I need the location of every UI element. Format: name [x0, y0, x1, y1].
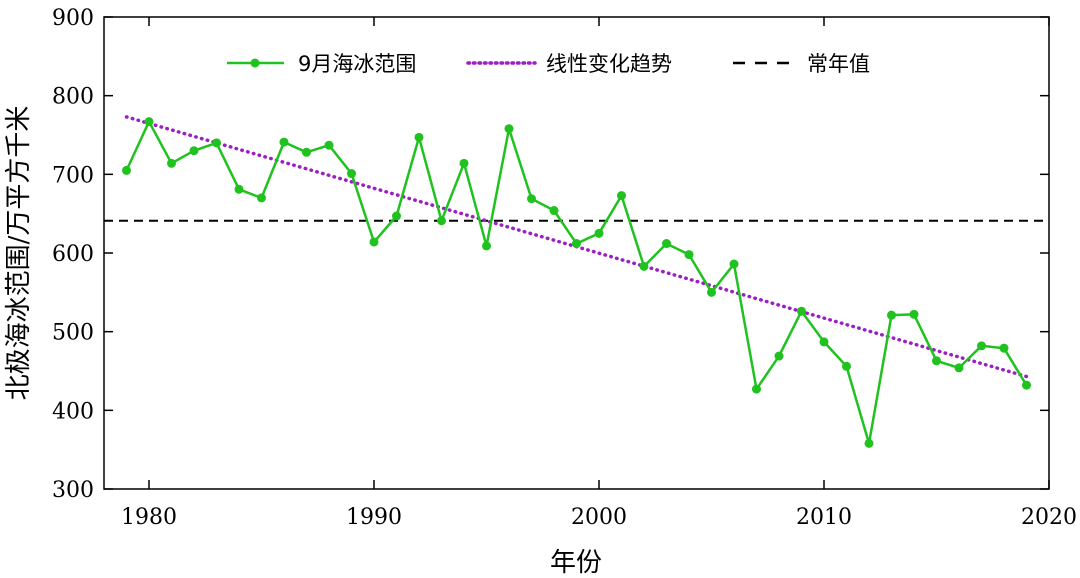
data-point [752, 384, 761, 394]
y-tick-label: 400 [52, 399, 94, 424]
data-point [842, 361, 851, 371]
data-point [279, 137, 289, 147]
data-point [572, 239, 581, 249]
data-point [999, 343, 1009, 353]
data-point [819, 337, 829, 347]
y-tick-label: 800 [52, 85, 94, 110]
data-point [684, 250, 694, 260]
data-point [662, 239, 671, 249]
data-point [797, 306, 806, 316]
data-point [167, 158, 176, 168]
legend-marker-sea-ice [250, 58, 260, 68]
data-point [549, 206, 559, 216]
data-point [774, 351, 784, 361]
data-point [864, 438, 874, 448]
y-tick-label: 600 [52, 242, 94, 267]
data-point [639, 261, 649, 271]
data-point [707, 287, 716, 297]
data-point [527, 194, 536, 204]
data-point [954, 363, 964, 373]
data-point [414, 132, 424, 142]
data-point [257, 193, 266, 203]
plot-frame [103, 16, 1050, 490]
data-point [437, 216, 446, 226]
data-point [617, 191, 626, 201]
data-point [594, 228, 604, 238]
y-axis-title: 北极海冰范围/万平方千米 [4, 106, 34, 401]
data-point [504, 124, 514, 134]
data-point [234, 184, 244, 194]
axis-ticks: 300 400 500 600 700 800 900 1980 1990 2000 2010 202… [52, 6, 1077, 530]
legend-label-sea-ice: 9月海冰范围 [298, 52, 416, 76]
x-tick-label: 2020 [1021, 505, 1077, 530]
x-tick-label: 2010 [796, 505, 852, 530]
x-tick-label: 1980 [121, 505, 177, 530]
data-point [122, 165, 131, 175]
legend-label-trend: 线性变化趋势 [546, 52, 672, 76]
y-tick-label: 300 [52, 478, 94, 503]
y-tick-label: 900 [52, 6, 94, 31]
series-layer [104, 115, 1049, 448]
y-tick-label: 700 [52, 163, 94, 188]
data-point [909, 309, 919, 319]
data-point [482, 241, 491, 251]
x-tick-label: 2000 [571, 505, 627, 530]
sea-ice-line [125, 120, 1028, 445]
data-point [977, 341, 986, 351]
data-point [369, 237, 379, 247]
data-point [347, 169, 356, 179]
data-point [1022, 380, 1031, 390]
data-point [189, 146, 199, 156]
data-point [144, 117, 154, 127]
x-axis-title: 年份 [550, 548, 602, 578]
legend: 9月海冰范围 线性变化趋势 常年值 [227, 52, 870, 76]
data-point [212, 138, 221, 148]
legend-label-normal: 常年值 [807, 52, 870, 76]
data-point [932, 356, 941, 366]
data-point [392, 211, 401, 221]
data-point [729, 259, 739, 269]
y-tick-label: 500 [52, 321, 94, 346]
data-point [302, 147, 311, 157]
data-point [459, 158, 469, 168]
data-point [324, 140, 334, 150]
data-point [887, 310, 896, 320]
x-tick-label: 1990 [346, 505, 402, 530]
